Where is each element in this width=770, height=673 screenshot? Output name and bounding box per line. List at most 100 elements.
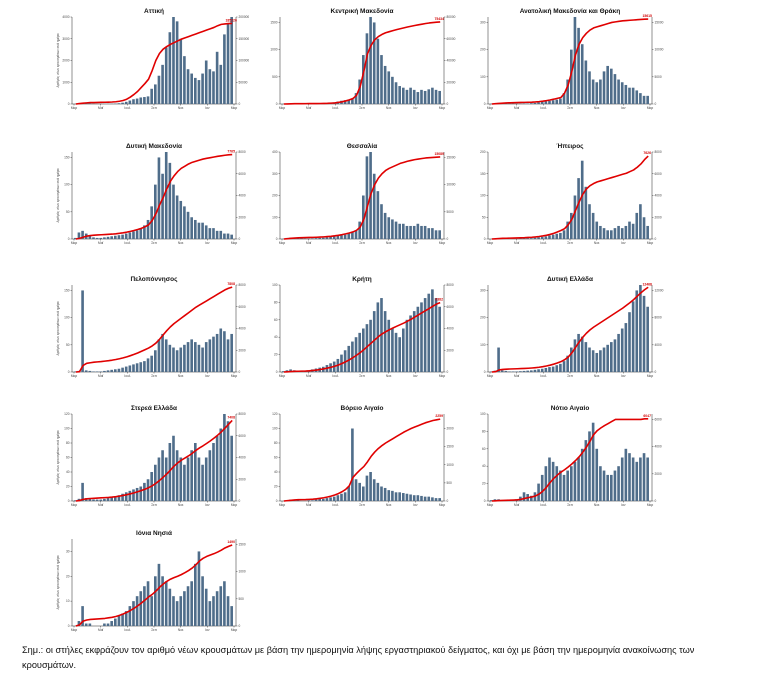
right-tick-label: 2000 (239, 477, 246, 481)
case-bar (81, 290, 84, 372)
right-tick-label: 0 (447, 370, 449, 374)
case-bar (125, 492, 128, 501)
x-tick-label: Μαρ (439, 241, 445, 245)
case-bar (183, 591, 186, 626)
right-tick-label: 0 (655, 102, 657, 106)
case-bar (574, 462, 577, 501)
case-bar (406, 494, 409, 501)
case-bar (606, 345, 609, 372)
left-tick-label: 0 (484, 237, 486, 241)
case-bar (179, 348, 182, 372)
right-tick-label: 12000 (655, 288, 664, 292)
left-tick-label: 50 (66, 343, 70, 347)
case-bar (380, 487, 383, 502)
chart-title: Ανατολική Μακεδονία και Θράκη (520, 7, 621, 15)
case-bar (216, 231, 219, 239)
case-bar (413, 311, 416, 372)
x-tick-label: Νοε (386, 503, 392, 507)
case-bar (190, 339, 193, 372)
case-bar (129, 606, 132, 626)
left-tick-label: 10 (66, 599, 70, 603)
case-bar (121, 614, 124, 626)
case-bar (431, 289, 434, 372)
left-tick-label: 100 (64, 316, 70, 320)
left-tick-label: 80 (482, 429, 486, 433)
case-bar (187, 458, 190, 502)
x-tick-label: Ιουλ (540, 374, 546, 378)
x-tick-label: Ιουλ (124, 106, 130, 110)
case-bar (431, 228, 434, 239)
left-tick-label: 200 (480, 316, 486, 320)
case-bar (172, 17, 175, 104)
case-bar (497, 348, 500, 372)
case-bar (417, 495, 420, 501)
case-bar (183, 345, 186, 372)
right-tick-label: 40000 (447, 59, 456, 63)
case-bar (216, 591, 219, 626)
case-bar (347, 487, 350, 502)
case-bar (581, 44, 584, 104)
chart-svg: Στερεά Ελλάδα020406080100120020004000600… (50, 405, 250, 521)
case-bar (621, 228, 624, 239)
case-bar (190, 74, 193, 104)
case-bar (322, 238, 325, 239)
case-bar (409, 494, 412, 501)
case-bar (646, 307, 649, 372)
case-bar (384, 66, 387, 104)
case-bar (139, 97, 142, 104)
left-tick-label: 100 (272, 215, 278, 219)
case-bar (205, 589, 208, 626)
x-tick-label: Μαϊ (306, 503, 311, 507)
right-tick-label: 4000 (655, 343, 662, 347)
case-bar (362, 487, 365, 502)
case-bar (136, 99, 139, 104)
left-tick-label: 0 (276, 499, 278, 503)
left-tick-label: 1000 (62, 80, 69, 84)
left-tick-label: 100 (480, 75, 486, 79)
case-bar (384, 213, 387, 239)
case-bar (125, 234, 128, 239)
case-bar (176, 601, 179, 626)
x-tick-label: Μαρ (487, 106, 493, 110)
case-bar (230, 235, 233, 239)
case-bar (326, 498, 329, 501)
left-tick-label: 0 (276, 237, 278, 241)
case-bar (89, 103, 92, 104)
case-bar (169, 345, 172, 372)
left-tick-label: 0 (276, 102, 278, 106)
case-bar (118, 616, 121, 626)
chart-title: Δυτική Ελλάδα (547, 275, 593, 283)
right-tick-label: 4000 (239, 194, 246, 198)
case-bar (165, 152, 168, 239)
right-tick-label: 2000 (239, 348, 246, 352)
case-bar (205, 225, 208, 239)
left-tick-label: 40 (66, 470, 70, 474)
case-bar (625, 449, 628, 501)
case-bar (530, 238, 533, 239)
case-bar (158, 157, 161, 239)
case-bar (639, 93, 642, 104)
case-bar (585, 342, 588, 372)
case-bar (625, 226, 628, 239)
case-bar (384, 311, 387, 372)
case-bar (209, 450, 212, 501)
footnote: Σημ.: οι στήλες εκφράζουν τον αριθμό νέω… (22, 643, 712, 673)
right-tick-label: 4000 (655, 194, 662, 198)
right-tick-label: 1000 (239, 570, 246, 574)
case-bar (409, 88, 412, 104)
right-tick-label: 500 (447, 481, 453, 485)
case-bar (552, 235, 555, 239)
left-tick-label: 0 (68, 370, 70, 374)
case-bar (194, 78, 197, 104)
case-bar (523, 103, 526, 104)
case-bar (143, 586, 146, 626)
case-bar (395, 492, 398, 501)
x-tick-label: Μαϊ (514, 503, 519, 507)
left-tick-label: 20 (66, 485, 70, 489)
chart-svg: Βόρειο Αιγαίο020406080100120050010001500… (258, 405, 458, 521)
left-tick-label: 20 (66, 574, 70, 578)
case-bar (136, 596, 139, 626)
case-bar (438, 307, 441, 372)
left-tick-label: 150 (64, 155, 70, 159)
